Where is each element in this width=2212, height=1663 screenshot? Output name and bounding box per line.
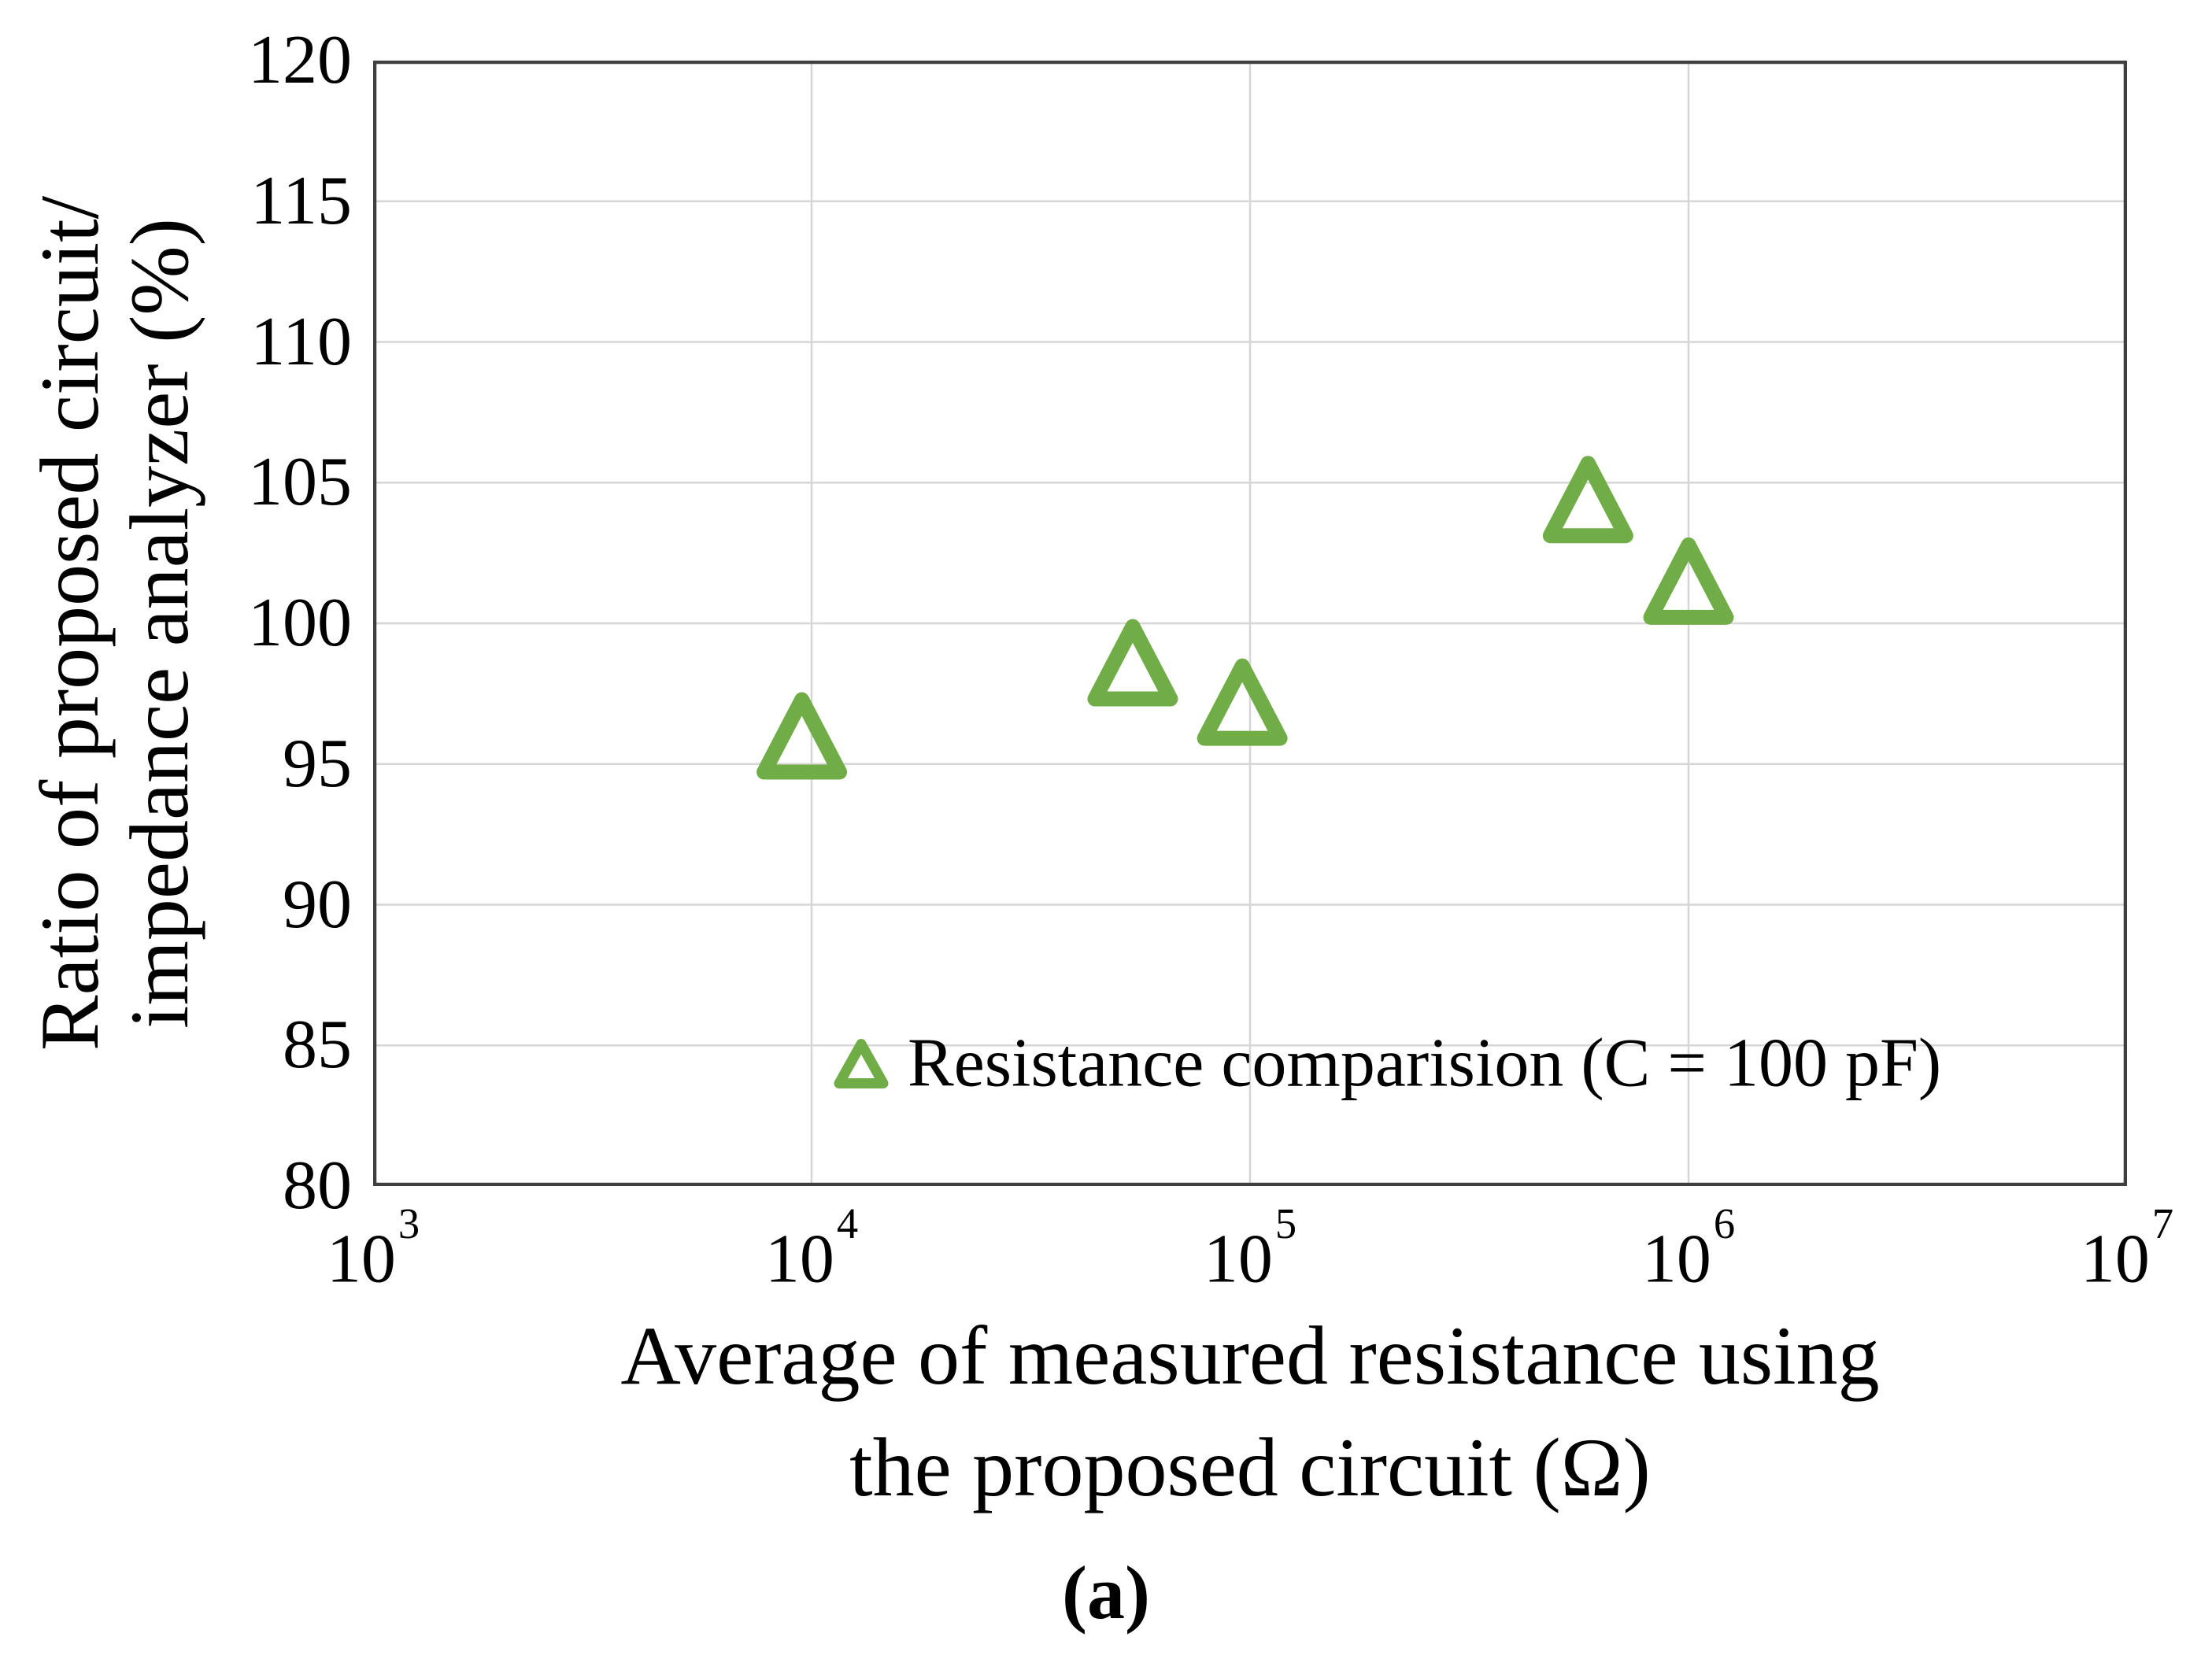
x-axis-title-line2: the proposed circuit (Ω) [849,1421,1651,1513]
x-tick-label: 105 [1203,1199,1297,1298]
y-tick-label: 120 [248,22,352,98]
data-point-marker [1643,537,1734,625]
legend-triangle-shape [834,1038,889,1088]
legend-label: Resistance comparision (C = 100 pF) [908,1025,1942,1102]
scatter-plot-canvas [373,61,2127,1186]
y-tick-label: 115 [250,162,352,239]
x-axis-title: Average of measured resistance using the… [373,1300,2127,1524]
figure-caption: (a) [0,1549,2212,1636]
legend: Resistance comparision (C = 100 pF) [834,1024,1941,1103]
plot-area: Resistance comparision (C = 100 pF) [373,61,2127,1186]
x-tick-label: 104 [764,1199,859,1298]
x-tick-label: 107 [2080,1199,2174,1298]
data-point-marker [1197,658,1288,746]
axis-frame [373,61,2127,1186]
y-tick-label: 110 [250,303,352,380]
y-tick-label: 105 [248,444,352,521]
y-tick-label: 100 [248,585,352,661]
x-axis-title-line1: Average of measured resistance using [620,1310,1880,1402]
x-tick-label: 103 [326,1199,420,1298]
data-point-marker [1542,456,1633,544]
x-tick-label: 106 [1641,1199,1736,1298]
y-tick-label: 85 [283,1007,352,1084]
y-tick-label: 90 [283,866,352,943]
triangle-marker-icon [834,1038,889,1088]
data-point-marker [756,692,848,780]
x-axis-tick-labels: 103 104 105 106 107 [327,1199,2173,1310]
y-axis-tick-labels: 80 85 90 95 100 105 110 115 120 [0,22,352,1224]
figure-caption-text: (a) [1062,1550,1150,1635]
y-tick-label: 80 [283,1147,352,1224]
y-tick-label: 95 [283,725,352,802]
data-point-marker [1087,619,1178,707]
